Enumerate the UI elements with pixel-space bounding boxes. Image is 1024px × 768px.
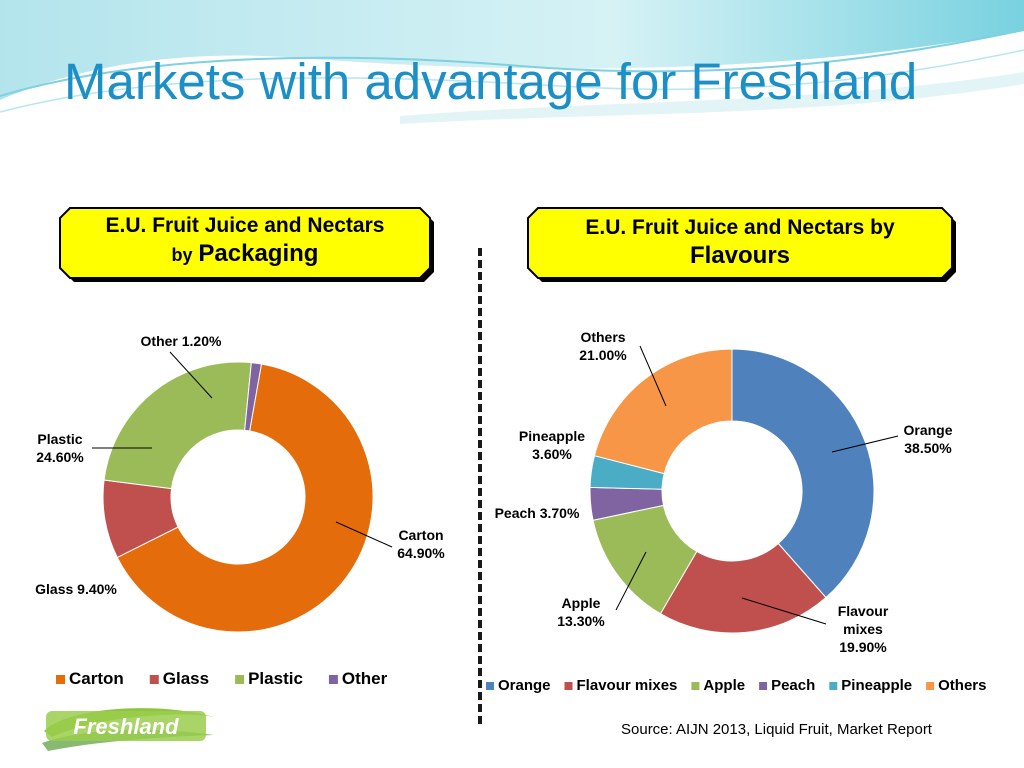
data-label-line: Plastic <box>37 431 82 447</box>
slice-orange <box>731 348 875 599</box>
legend-swatch-other <box>328 675 338 684</box>
slide-title: Markets with advantage for Freshland <box>64 53 918 110</box>
data-label-line: Flavour <box>838 603 889 619</box>
slice-other <box>244 362 263 432</box>
data-label-line: Other 1.20% <box>141 333 222 349</box>
slice-carton <box>116 363 374 633</box>
legend-label-apple: Apple <box>703 677 745 694</box>
legend-label-plastic: Plastic <box>248 669 303 688</box>
data-label-line: Peach 3.70% <box>495 505 580 521</box>
slice-others <box>593 348 733 475</box>
legend-flavours: Orange Flavour mixes Apple Peach Pineapple Ot… <box>486 677 987 694</box>
data-label-plastic: Plastic 24.60% <box>36 431 84 465</box>
legend-swatch-orange <box>486 682 494 690</box>
flavours-chart-title-emph: Flavours <box>689 242 791 270</box>
flavours-chart-title-box: E.U. Fruit Juice and Nectars by Flavours <box>526 206 958 282</box>
legend-label-pineapple: Pineapple <box>841 677 912 694</box>
leader-line-others <box>639 345 667 407</box>
legend-label-carton: Carton <box>69 669 124 688</box>
packaging-chart-title-emph: Packaging <box>198 240 319 268</box>
data-label-line: 13.30% <box>557 613 605 629</box>
legend-swatch-pineapple <box>829 682 838 690</box>
slice-plastic <box>103 361 252 490</box>
data-label-line: 19.90% <box>839 639 887 655</box>
legend-label-others: Others <box>938 677 986 694</box>
data-label-flavour-mixes: Flavour mixes 19.90% <box>838 603 889 655</box>
donut-chart-packaging: Carton 64.90% Glass 9.40% Plastic 24.60% Othe… <box>35 333 445 688</box>
packaging-chart-title-box: E.U. Fruit Juice and Nectars by Packagin… <box>58 206 436 282</box>
flavours-chart-title-line1: E.U. Fruit Juice and Nectars by <box>585 216 895 239</box>
slice-flavour-mixes <box>659 542 827 634</box>
legend-swatch-flavour-mixes <box>564 682 573 690</box>
data-label-peach: Peach 3.70% <box>495 505 580 521</box>
data-label-line: Others <box>580 329 625 345</box>
data-label-other: Other 1.20% <box>141 333 222 349</box>
leader-line-carton <box>335 521 393 548</box>
legend-label-other: Other <box>342 669 388 688</box>
freshland-logo: Freshland <box>42 708 214 751</box>
leader-line-other <box>169 351 213 399</box>
legend-swatch-carton <box>56 675 65 684</box>
data-label-pineapple: Pineapple 3.60% <box>519 428 585 462</box>
leader-line-apple <box>615 551 647 611</box>
data-label-line: Apple <box>562 595 601 611</box>
legend-swatch-apple <box>691 682 700 690</box>
legend-label-flavour-mixes: Flavour mixes <box>577 677 678 694</box>
legend-swatch-others <box>926 682 935 690</box>
packaging-chart-title-line1: E.U. Fruit Juice and Nectars <box>105 214 385 237</box>
data-label-apple: Apple 13.30% <box>557 595 605 629</box>
data-label-carton: Carton 64.90% <box>397 527 445 561</box>
data-label-line: Pineapple <box>519 428 585 444</box>
data-label-line: 64.90% <box>397 545 445 561</box>
data-label-line: 3.60% <box>532 446 572 462</box>
legend-label-orange: Orange <box>498 677 551 694</box>
data-label-glass: Glass 9.40% <box>35 581 117 597</box>
legend-packaging: Carton Glass Plastic Other <box>56 669 388 688</box>
leader-line-orange <box>831 435 899 453</box>
data-label-orange: Orange 38.50% <box>903 422 952 456</box>
data-label-line: Orange <box>903 422 952 438</box>
legend-label-glass: Glass <box>163 669 209 688</box>
data-label-line: Carton <box>398 527 443 543</box>
dashed-divider <box>478 248 482 724</box>
legend-swatch-glass <box>149 675 159 684</box>
data-label-line: 24.60% <box>36 449 84 465</box>
packaging-chart-title-prefix: by <box>171 245 193 266</box>
data-label-line: mixes <box>843 621 883 637</box>
data-label-others: Others 21.00% <box>579 329 627 363</box>
donut-chart-flavours: Orange 38.50% Flavour mixes 19.90% Apple 13.30… <box>486 329 987 694</box>
legend-swatch-plastic <box>235 675 245 684</box>
leader-line-flavour-mixes <box>741 597 827 625</box>
data-label-line: Glass 9.40% <box>35 581 117 597</box>
legend-label-peach: Peach <box>771 677 815 694</box>
svg-text:Freshland: Freshland <box>73 714 179 739</box>
legend-swatch-peach <box>759 682 768 690</box>
data-label-line: 38.50% <box>904 440 952 456</box>
data-label-line: 21.00% <box>579 347 627 363</box>
source-note: Source: AIJN 2013, Liquid Fruit, Market … <box>621 721 932 738</box>
